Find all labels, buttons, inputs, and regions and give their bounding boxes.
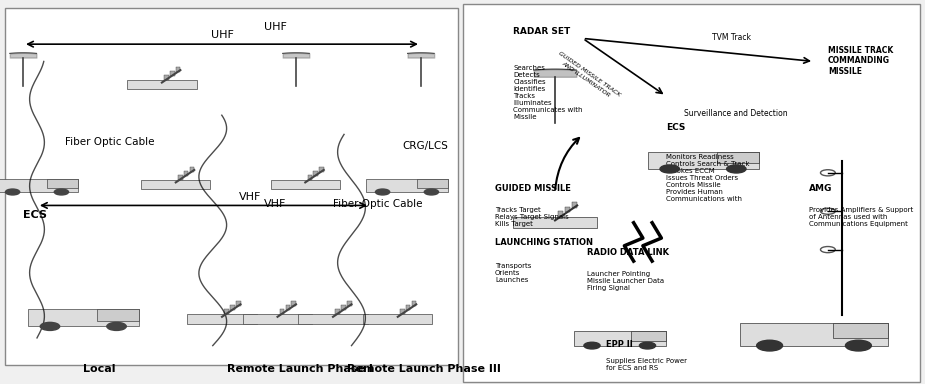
FancyBboxPatch shape: [412, 301, 416, 306]
FancyBboxPatch shape: [291, 301, 296, 306]
FancyBboxPatch shape: [298, 314, 368, 323]
Circle shape: [55, 189, 68, 195]
Text: TVM Track: TVM Track: [712, 33, 751, 41]
FancyBboxPatch shape: [224, 309, 229, 314]
Text: Provides Amplifiers & Support
of Antennas used with
Communications Equipment: Provides Amplifiers & Support of Antenna…: [809, 207, 914, 227]
Text: Surveillance and Detection: Surveillance and Detection: [684, 109, 788, 118]
Text: ECS: ECS: [666, 123, 685, 132]
Text: Supplies Electric Power
for ECS and RS: Supplies Electric Power for ECS and RS: [606, 358, 687, 371]
FancyBboxPatch shape: [558, 211, 563, 217]
FancyBboxPatch shape: [363, 314, 433, 323]
FancyBboxPatch shape: [631, 331, 666, 341]
FancyBboxPatch shape: [564, 207, 570, 212]
Text: LAUNCHING STATION: LAUNCHING STATION: [495, 238, 593, 247]
Text: CRG/LCS: CRG/LCS: [402, 141, 449, 151]
Text: AMG: AMG: [809, 184, 832, 193]
FancyBboxPatch shape: [170, 71, 175, 76]
Text: RADIO DATA LINK: RADIO DATA LINK: [587, 248, 670, 257]
FancyBboxPatch shape: [184, 171, 189, 176]
FancyBboxPatch shape: [28, 309, 139, 326]
FancyBboxPatch shape: [270, 180, 340, 189]
FancyBboxPatch shape: [307, 175, 313, 180]
Text: GUIDED MISSILE: GUIDED MISSILE: [495, 184, 571, 193]
Text: EPP II: EPP II: [606, 340, 633, 349]
FancyBboxPatch shape: [717, 152, 758, 163]
FancyBboxPatch shape: [417, 179, 448, 188]
Text: Tracks Target
Relays Target Signals
Kills Target: Tracks Target Relays Target Signals Kill…: [495, 207, 569, 227]
Text: Remote Launch Phase I: Remote Launch Phase I: [227, 364, 373, 374]
Text: Remote Launch Phase III: Remote Launch Phase III: [347, 364, 500, 374]
FancyBboxPatch shape: [740, 323, 888, 346]
FancyBboxPatch shape: [230, 305, 235, 310]
Circle shape: [376, 189, 389, 195]
FancyBboxPatch shape: [176, 67, 180, 72]
Text: MISSILE TRACK
COMMANDING
MISSILE: MISSILE TRACK COMMANDING MISSILE: [828, 46, 894, 76]
Circle shape: [106, 323, 126, 330]
FancyBboxPatch shape: [319, 167, 324, 172]
FancyBboxPatch shape: [0, 179, 78, 192]
Text: UHF: UHF: [211, 30, 233, 40]
Circle shape: [41, 323, 59, 330]
FancyBboxPatch shape: [190, 167, 194, 172]
FancyBboxPatch shape: [141, 180, 211, 189]
Text: GUIDED MISSILE TRACK
AND ILLUMINATOR: GUIDED MISSILE TRACK AND ILLUMINATOR: [554, 51, 621, 103]
FancyBboxPatch shape: [648, 152, 758, 169]
Text: Fiber Optic Cable: Fiber Optic Cable: [333, 199, 423, 209]
FancyBboxPatch shape: [47, 179, 78, 188]
FancyBboxPatch shape: [242, 314, 312, 323]
Text: Searches
Detects
Classifies
Identifies
Tracks
Illuminates
Communicates with
Miss: Searches Detects Classifies Identifies T…: [513, 65, 583, 120]
Text: Fiber Optic Cable: Fiber Optic Cable: [65, 137, 154, 147]
Circle shape: [584, 342, 600, 349]
FancyBboxPatch shape: [347, 301, 352, 306]
Text: Launcher Pointing
Missile Launcher Data
Firing Signal: Launcher Pointing Missile Launcher Data …: [587, 271, 664, 291]
FancyBboxPatch shape: [279, 309, 285, 314]
FancyBboxPatch shape: [97, 309, 139, 321]
Text: VHF: VHF: [239, 192, 261, 202]
Text: UHF: UHF: [264, 22, 287, 32]
FancyBboxPatch shape: [236, 301, 240, 306]
FancyBboxPatch shape: [341, 305, 346, 310]
FancyBboxPatch shape: [5, 8, 458, 365]
Circle shape: [639, 342, 656, 349]
Text: VHF: VHF: [264, 199, 286, 209]
FancyBboxPatch shape: [832, 323, 888, 338]
Circle shape: [845, 340, 871, 351]
Circle shape: [425, 189, 438, 195]
Text: Transports
Orients
Launches: Transports Orients Launches: [495, 263, 531, 283]
Text: RADAR SET: RADAR SET: [513, 27, 571, 36]
FancyBboxPatch shape: [406, 305, 411, 310]
Text: ECS: ECS: [23, 210, 47, 220]
FancyBboxPatch shape: [286, 305, 290, 310]
FancyBboxPatch shape: [574, 331, 666, 346]
FancyBboxPatch shape: [314, 171, 318, 176]
Text: Monitors Readiness
Controls Search & Track
Invokes ECCM
Issues Threat Orders
Con: Monitors Readiness Controls Search & Tra…: [666, 154, 749, 202]
FancyBboxPatch shape: [335, 309, 340, 314]
FancyBboxPatch shape: [178, 175, 183, 180]
Circle shape: [660, 165, 679, 173]
Circle shape: [757, 340, 783, 351]
FancyBboxPatch shape: [462, 4, 920, 382]
FancyBboxPatch shape: [400, 309, 405, 314]
FancyBboxPatch shape: [187, 314, 256, 323]
FancyBboxPatch shape: [513, 217, 597, 228]
FancyBboxPatch shape: [366, 179, 448, 192]
Circle shape: [6, 189, 19, 195]
Text: Local: Local: [83, 364, 116, 374]
FancyBboxPatch shape: [165, 75, 168, 80]
FancyBboxPatch shape: [572, 202, 577, 208]
Circle shape: [727, 165, 746, 173]
FancyBboxPatch shape: [127, 79, 196, 89]
